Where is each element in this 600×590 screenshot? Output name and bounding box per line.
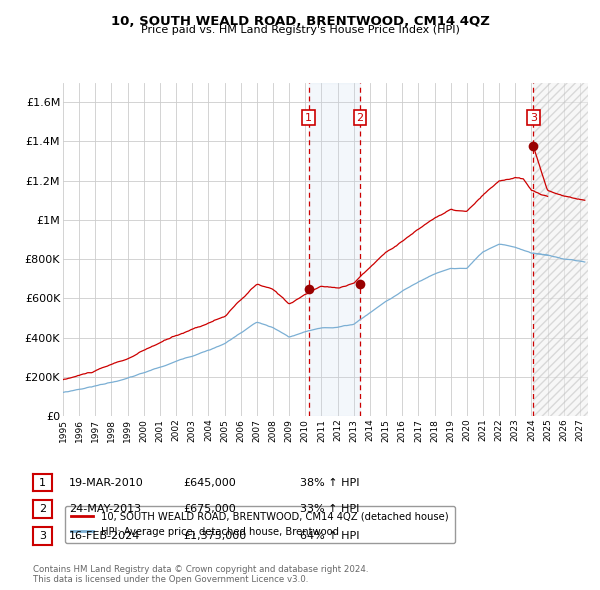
Text: 1: 1 <box>305 113 312 123</box>
Text: £645,000: £645,000 <box>183 478 236 487</box>
Text: £1,375,000: £1,375,000 <box>183 531 246 540</box>
Text: 24-MAY-2013: 24-MAY-2013 <box>69 504 141 514</box>
Text: 33% ↑ HPI: 33% ↑ HPI <box>300 504 359 514</box>
Text: 10, SOUTH WEALD ROAD, BRENTWOOD, CM14 4QZ: 10, SOUTH WEALD ROAD, BRENTWOOD, CM14 4Q… <box>110 15 490 28</box>
Text: Price paid vs. HM Land Registry's House Price Index (HPI): Price paid vs. HM Land Registry's House … <box>140 25 460 35</box>
Bar <box>308 83 360 416</box>
Text: 64% ↑ HPI: 64% ↑ HPI <box>300 531 359 540</box>
Text: 2: 2 <box>356 113 364 123</box>
Text: 2: 2 <box>39 504 46 514</box>
Bar <box>533 83 588 416</box>
Text: Contains HM Land Registry data © Crown copyright and database right 2024.
This d: Contains HM Land Registry data © Crown c… <box>33 565 368 584</box>
Legend: 10, SOUTH WEALD ROAD, BRENTWOOD, CM14 4QZ (detached house), HPI: Average price, : 10, SOUTH WEALD ROAD, BRENTWOOD, CM14 4Q… <box>65 506 455 543</box>
Text: 19-MAR-2010: 19-MAR-2010 <box>69 478 144 487</box>
Text: 16-FEB-2024: 16-FEB-2024 <box>69 531 140 540</box>
Text: 38% ↑ HPI: 38% ↑ HPI <box>300 478 359 487</box>
Text: 1: 1 <box>39 478 46 487</box>
Text: 3: 3 <box>530 113 537 123</box>
Text: 3: 3 <box>39 531 46 540</box>
Text: £675,000: £675,000 <box>183 504 236 514</box>
